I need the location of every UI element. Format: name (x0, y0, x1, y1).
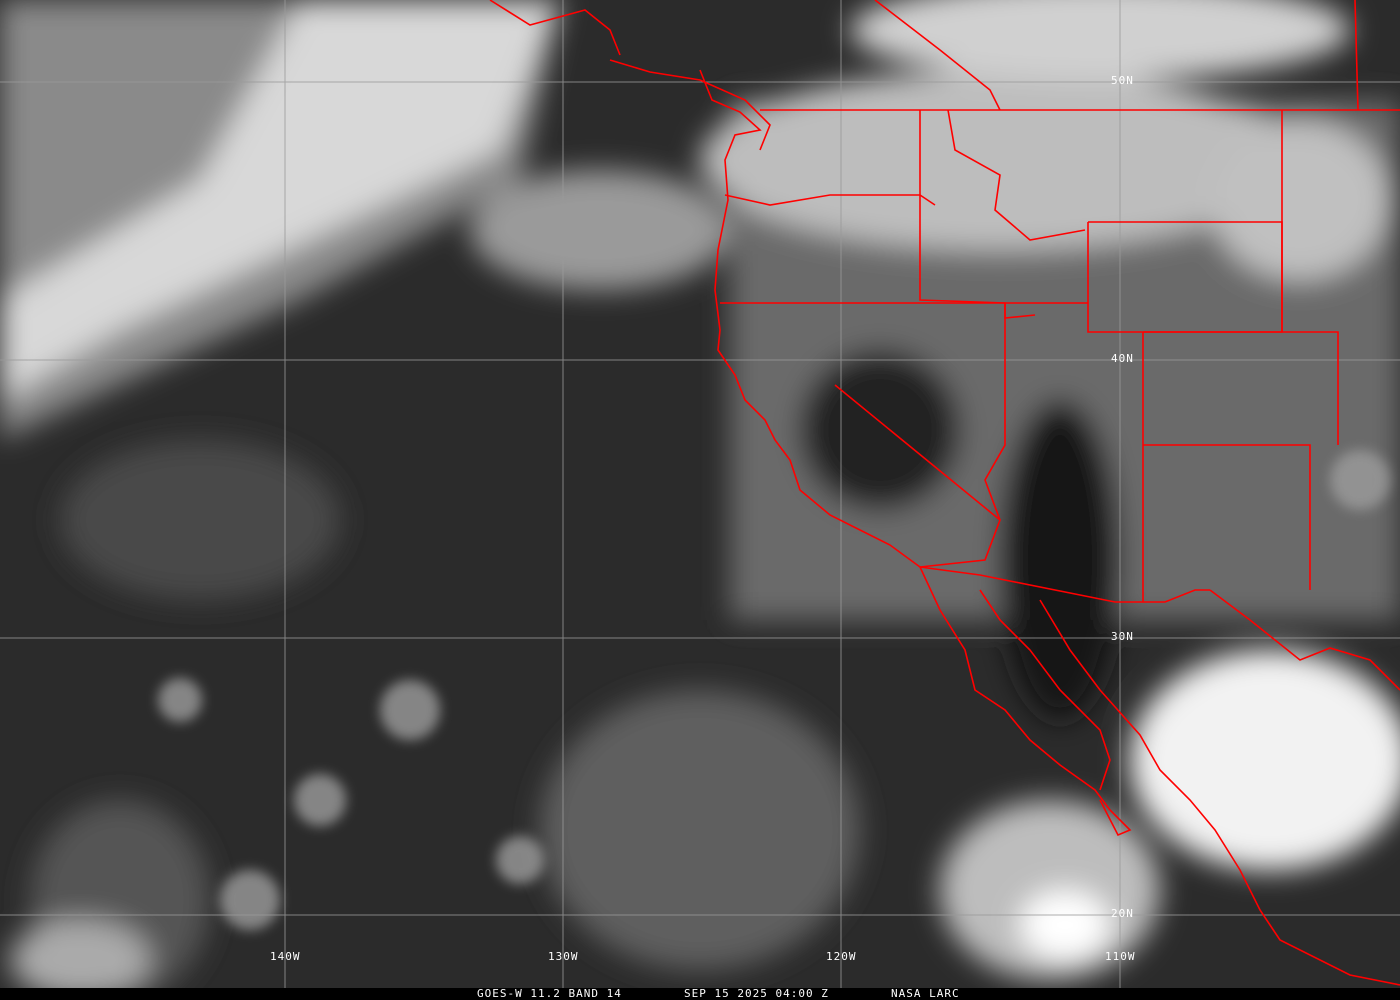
manitoba-border (1354, 0, 1359, 111)
lon-label-140w: 140W (270, 950, 301, 963)
utah-east (1143, 331, 1339, 445)
credit-label: NASA LARC (891, 987, 960, 1000)
idaho-montana-border (947, 109, 1086, 241)
baja-peninsula-west (919, 566, 1132, 837)
california-nevada-diagonal (834, 384, 1001, 568)
idaho-border (919, 110, 1036, 319)
pacific-coastline (699, 69, 921, 568)
new-mexico (1143, 444, 1311, 590)
lat-label-20n: 20N (1111, 907, 1134, 920)
lon-label-130w: 130W (548, 950, 579, 963)
political-boundaries (489, 0, 1400, 986)
lon-label-110w: 110W (1105, 950, 1136, 963)
mexico-mainland-coast (1039, 599, 1400, 986)
alberta-border (874, 0, 1001, 111)
wyoming-box (1087, 221, 1283, 333)
lon-label-120w: 120W (826, 950, 857, 963)
nevada-border (984, 303, 1006, 521)
caption-bar: GOES-W 11.2 BAND 14 SEP 15 2025 04:00 Z … (0, 988, 1400, 1000)
us-mexico-border (919, 566, 1210, 603)
lat-label-40n: 40N (1111, 352, 1134, 365)
bc-coast (489, 0, 621, 56)
gulf-coast-mexico (1209, 589, 1400, 691)
satellite-band-label: GOES-W 11.2 BAND 14 (477, 987, 622, 1000)
lat-label-30n: 30N (1111, 630, 1134, 643)
vancouver-island (609, 59, 771, 151)
lat-label-50n: 50N (1111, 74, 1134, 87)
washington-oregon-border (724, 194, 936, 206)
gulf-of-california (979, 589, 1111, 791)
timestamp-label: SEP 15 2025 04:00 Z (684, 987, 829, 1000)
